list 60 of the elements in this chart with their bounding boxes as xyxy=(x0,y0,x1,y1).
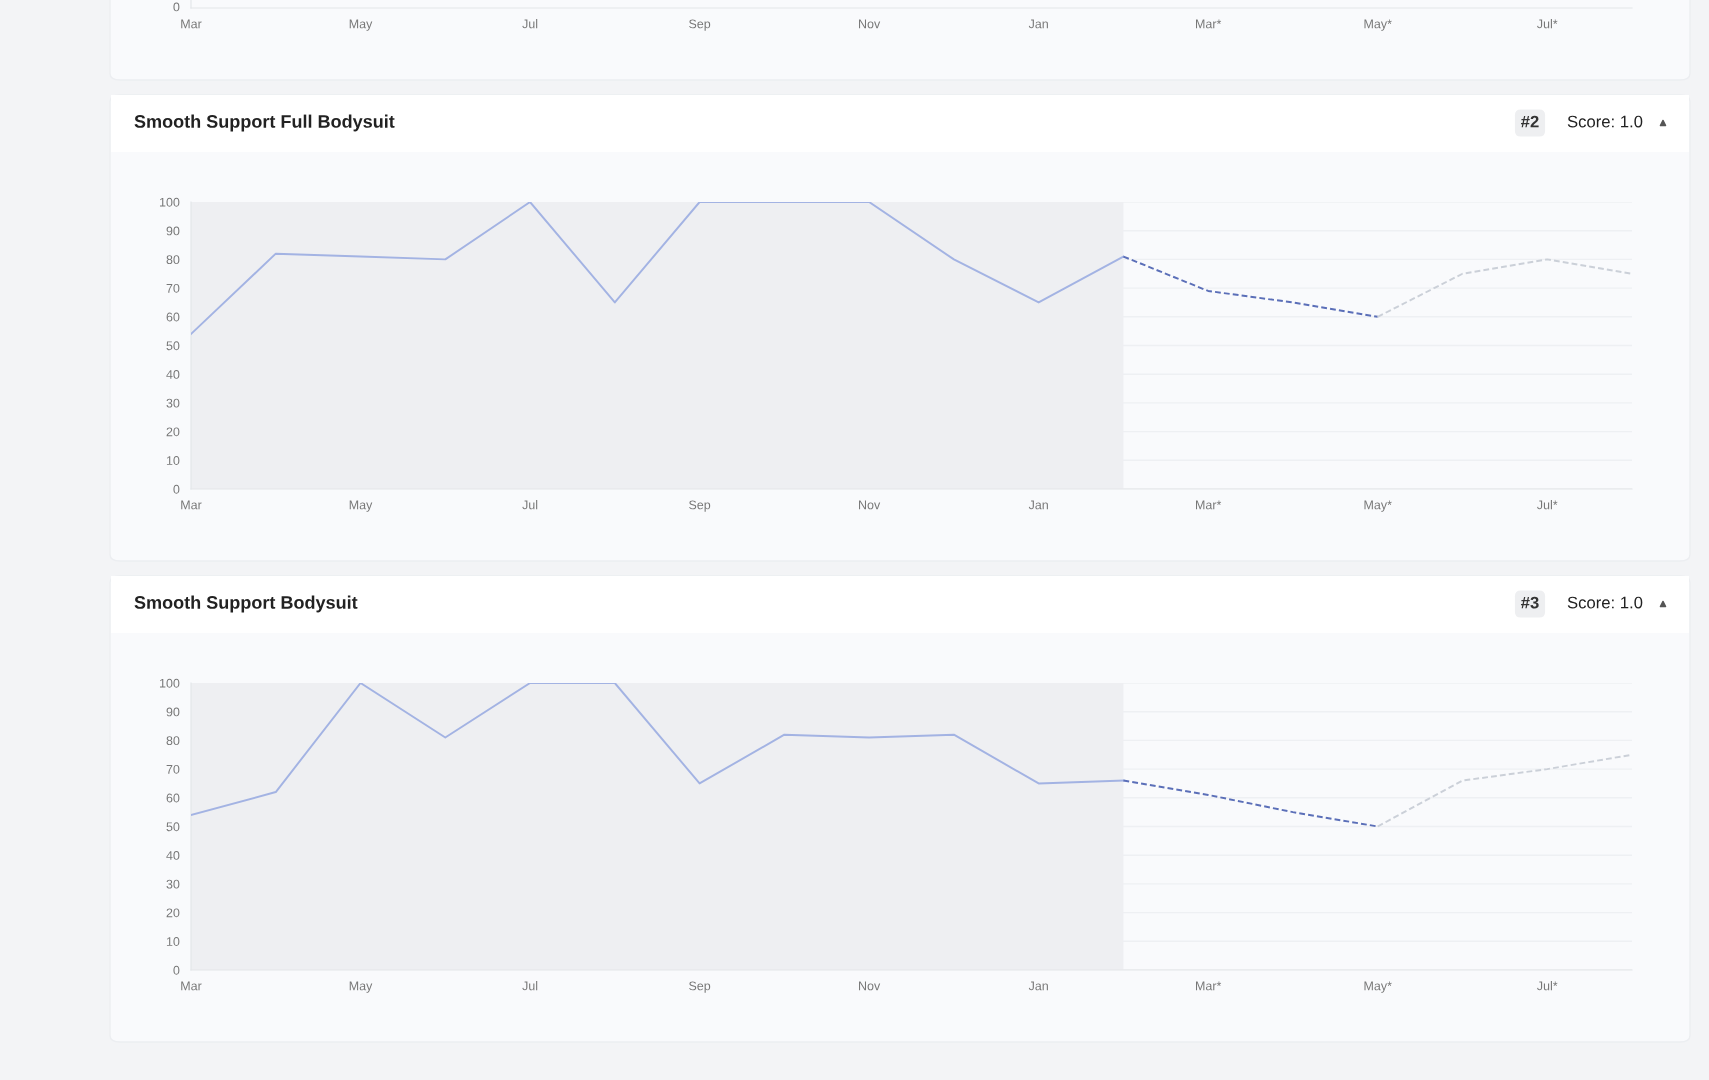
x-tick-label: Mar* xyxy=(1196,981,1222,991)
line-series xyxy=(1376,753,1632,828)
x-tick-label: Mar* xyxy=(1196,500,1222,510)
y-tick-label: 50 xyxy=(166,822,180,832)
x-tick-label: Sep xyxy=(689,981,711,993)
x-tick-label: Nov xyxy=(859,981,881,991)
y-tick-label: 70 xyxy=(166,764,180,774)
category-label: Nov xyxy=(859,19,881,29)
x-tick-label: May xyxy=(349,981,373,993)
x-tick-label: Jan xyxy=(1028,500,1048,510)
x-tick-label: Jan xyxy=(1028,981,1048,991)
y-tick-label: 30 xyxy=(166,398,180,408)
chart-title: Smooth Support Bodysuit xyxy=(134,595,358,613)
x-tick-label: May xyxy=(349,500,373,512)
y-tick-label: 10 xyxy=(166,456,180,465)
category-label: Jan xyxy=(1028,19,1048,29)
category-label: May* xyxy=(1364,19,1392,31)
x-tick-label: Jul* xyxy=(1537,500,1558,510)
x-tick-label: Jul xyxy=(522,500,538,510)
x-tick-label: May* xyxy=(1364,500,1392,512)
x-tick-label: May* xyxy=(1364,981,1392,993)
x-tick-label: Jul* xyxy=(1537,981,1558,991)
category-label: Sep xyxy=(689,19,711,31)
category-label: May xyxy=(349,19,373,31)
category-label: Mar xyxy=(181,19,202,29)
x-tick-label: Jul xyxy=(522,981,538,991)
y-tick-label: 30 xyxy=(166,879,180,889)
line-series xyxy=(1122,779,1379,828)
y-tick-label: 60 xyxy=(166,312,180,322)
line-series xyxy=(1122,255,1379,318)
y-tick-label: 90 xyxy=(166,707,180,717)
y-tick-label: 40 xyxy=(166,851,180,860)
y-tick-label: 40 xyxy=(166,370,180,379)
y-tick-label: 60 xyxy=(166,793,180,803)
y-tick-label: 90 xyxy=(166,226,180,236)
x-tick-label: Mar xyxy=(181,981,202,991)
y-tick-label: 10 xyxy=(166,937,180,946)
y-tick-label: 80 xyxy=(166,255,180,265)
x-tick-label: Sep xyxy=(689,500,711,512)
y-tick-label: 20 xyxy=(166,908,180,918)
y-tick-label: 50 xyxy=(166,341,180,351)
text: #3 xyxy=(1521,596,1539,609)
y-tick-label: 100 xyxy=(159,197,180,207)
text: Score: 1.0 xyxy=(1567,596,1643,609)
text: #2 xyxy=(1521,115,1539,128)
category-label: Mar* xyxy=(1196,19,1222,29)
chart-title: Smooth Support Full Bodysuit xyxy=(134,114,395,132)
y-tick-label: 70 xyxy=(166,283,180,293)
category-label: Jul xyxy=(522,19,538,29)
y-tick-label: 80 xyxy=(166,736,180,746)
y-tick-label: 0 xyxy=(173,965,180,975)
category-label: Jul* xyxy=(1537,19,1558,29)
line-series xyxy=(191,202,1125,335)
text: Score: 1.0 xyxy=(1567,115,1643,128)
y-tick-label: 100 xyxy=(159,678,180,688)
x-tick-label: Mar xyxy=(181,500,202,510)
line-series xyxy=(191,683,1125,816)
y-tick-label: 20 xyxy=(166,427,180,437)
y-tick-label: 0 xyxy=(173,484,180,494)
x-tick-label: Nov xyxy=(859,500,881,510)
